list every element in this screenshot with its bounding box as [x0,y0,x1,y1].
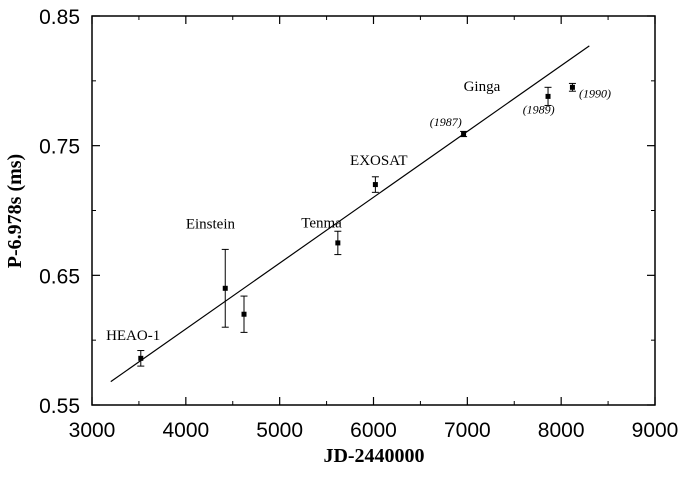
year-annotation: (1990) [579,87,611,101]
point-marker [461,131,467,137]
x-tick-label: 7000 [444,419,491,442]
mission-annotation: EXOSAT [350,153,408,169]
point-marker [138,355,144,361]
y-tick-label: 0.85 [39,6,80,29]
x-axis-title: JD-2440000 [323,445,424,467]
mission-annotation: Tenma [301,215,342,231]
y-tick-label: 0.55 [39,395,80,418]
point-marker [545,93,551,99]
point-marker [372,182,378,188]
y-axis-title: P-6.978s (ms) [4,154,26,268]
point-marker [222,285,228,291]
data-point [460,130,468,138]
data-point [371,176,379,193]
data-point [221,248,229,328]
x-tick-label: 8000 [538,419,585,442]
plot-frame [91,15,656,406]
data-point [240,295,248,333]
y-tick-label: 0.75 [39,136,80,159]
x-tick-label: 6000 [350,419,397,442]
axis-ticks [91,15,656,406]
x-tick-labels: 3000 4000 5000 6000 7000 8000 9000 [69,419,679,442]
data-point [137,350,145,367]
mission-annotation: Einstein [186,217,236,233]
annotations: HEAO-1 Einstein Tenma EXOSAT Ginga (1987) (198… [106,79,611,344]
point-marker [241,311,247,317]
y-tick-labels: 0.85 0.75 0.65 0.55 [39,6,80,418]
x-tick-label: 5000 [256,419,303,442]
mission-annotation: HEAO-1 [106,328,160,344]
point-marker [569,84,575,90]
data-point [568,82,576,92]
x-tick-label: 9000 [632,419,679,442]
y-tick-label: 0.65 [39,265,80,288]
x-tick-label: 4000 [162,419,209,442]
year-annotation: (1987) [430,115,462,129]
data-point [544,86,552,106]
point-marker [335,240,341,246]
data-points [137,82,576,367]
fit-line [110,45,590,383]
data-point [334,230,342,256]
x-tick-label: 3000 [69,419,116,442]
mission-annotation: Ginga [464,79,501,95]
year-annotation: (1989) [523,102,555,116]
